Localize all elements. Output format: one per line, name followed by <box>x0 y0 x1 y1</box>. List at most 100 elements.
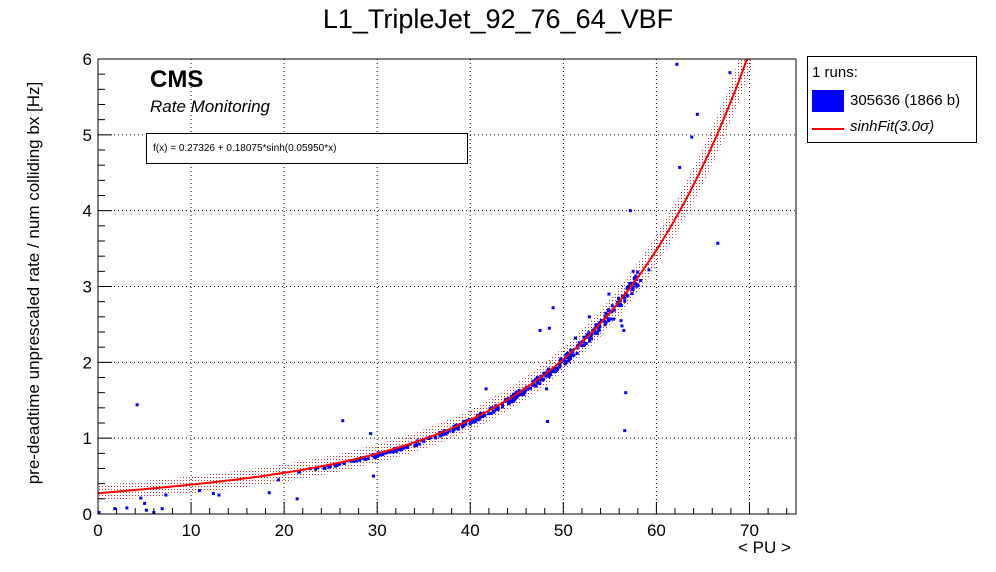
data-point <box>443 430 447 434</box>
legend-label-run: 305636 (1866 b) <box>850 92 961 109</box>
data-point <box>494 407 498 411</box>
data-point <box>580 344 584 348</box>
y-tick-label: 1 <box>83 429 92 448</box>
data-point <box>582 335 586 339</box>
data-point <box>144 508 148 512</box>
data-point <box>98 510 101 514</box>
x-tick-label: 50 <box>554 521 573 540</box>
data-point <box>564 360 568 364</box>
data-point <box>474 417 478 421</box>
data-point <box>476 418 480 422</box>
data-point <box>440 433 444 437</box>
data-point <box>341 419 345 423</box>
data-point <box>606 319 610 323</box>
data-point <box>391 450 395 454</box>
x-tick-label: 10 <box>182 521 201 540</box>
y-tick-label: 5 <box>83 126 92 145</box>
data-point <box>622 328 626 332</box>
data-point <box>631 269 635 273</box>
data-point <box>547 375 551 379</box>
data-point <box>510 397 514 401</box>
data-point <box>623 299 627 303</box>
data-point <box>563 362 567 366</box>
data-point <box>607 292 611 296</box>
data-point <box>552 370 556 374</box>
data-point <box>547 367 551 371</box>
data-point <box>620 324 624 328</box>
grid-lines <box>98 59 796 514</box>
data-point <box>500 405 504 409</box>
data-point <box>619 304 623 308</box>
data-point <box>603 319 607 323</box>
data-point <box>630 292 634 296</box>
legend-swatch-fit <box>812 128 844 130</box>
data-point <box>678 165 682 169</box>
data-point <box>135 403 139 407</box>
data-point <box>565 356 569 360</box>
data-point <box>397 447 401 451</box>
data-point <box>606 309 610 313</box>
data-point <box>520 391 524 395</box>
data-point <box>612 317 616 321</box>
data-point <box>369 432 373 436</box>
data-point <box>647 268 651 272</box>
data-point <box>371 454 375 458</box>
data-point <box>496 405 500 409</box>
data-point <box>480 414 484 418</box>
data-point <box>548 373 552 377</box>
data-point <box>623 296 627 300</box>
data-point <box>461 420 465 424</box>
y-axis-label: pre-deadtime unprescaled rate / num coll… <box>24 81 43 485</box>
data-point <box>577 341 581 345</box>
y-tick-label: 6 <box>83 50 92 69</box>
data-point <box>584 342 588 346</box>
data-point <box>587 339 591 343</box>
data-point <box>604 320 608 324</box>
y-tick-label: 0 <box>83 505 92 524</box>
data-point <box>558 365 562 369</box>
data-point <box>455 426 459 430</box>
data-point <box>323 467 327 471</box>
data-point <box>595 332 599 336</box>
data-point <box>469 420 473 424</box>
data-point <box>565 351 569 355</box>
data-point <box>617 304 621 308</box>
data-point <box>635 284 639 288</box>
data-point <box>517 389 521 393</box>
data-point <box>582 340 586 344</box>
data-point <box>447 429 451 433</box>
data-point <box>335 464 339 468</box>
data-point <box>608 309 612 313</box>
data-point <box>509 400 513 404</box>
x-tick-label: 40 <box>461 521 480 540</box>
legend-swatch-run <box>812 90 844 112</box>
data-point <box>617 296 621 300</box>
data-point <box>470 420 474 424</box>
x-tick-label: 20 <box>275 521 294 540</box>
data-point <box>716 241 720 245</box>
data-point <box>327 465 331 469</box>
data-point <box>630 281 634 285</box>
data-point <box>443 432 447 436</box>
data-point <box>634 274 638 278</box>
data-point <box>507 401 511 405</box>
data-point <box>545 387 549 391</box>
data-point <box>582 344 586 348</box>
data-point <box>598 321 602 325</box>
data-point <box>472 417 476 421</box>
data-point <box>549 370 553 374</box>
data-point <box>563 359 567 363</box>
data-point <box>628 281 632 285</box>
data-point <box>482 413 486 417</box>
data-point <box>297 470 301 474</box>
data-point <box>462 423 466 427</box>
data-point <box>364 457 368 461</box>
data-point <box>358 458 362 462</box>
data-point <box>635 282 639 286</box>
data-point <box>599 319 603 323</box>
data-point <box>531 383 535 387</box>
y-tick-label: 2 <box>83 353 92 372</box>
data-point <box>468 422 472 426</box>
data-point <box>606 317 610 321</box>
data-point <box>575 351 579 355</box>
